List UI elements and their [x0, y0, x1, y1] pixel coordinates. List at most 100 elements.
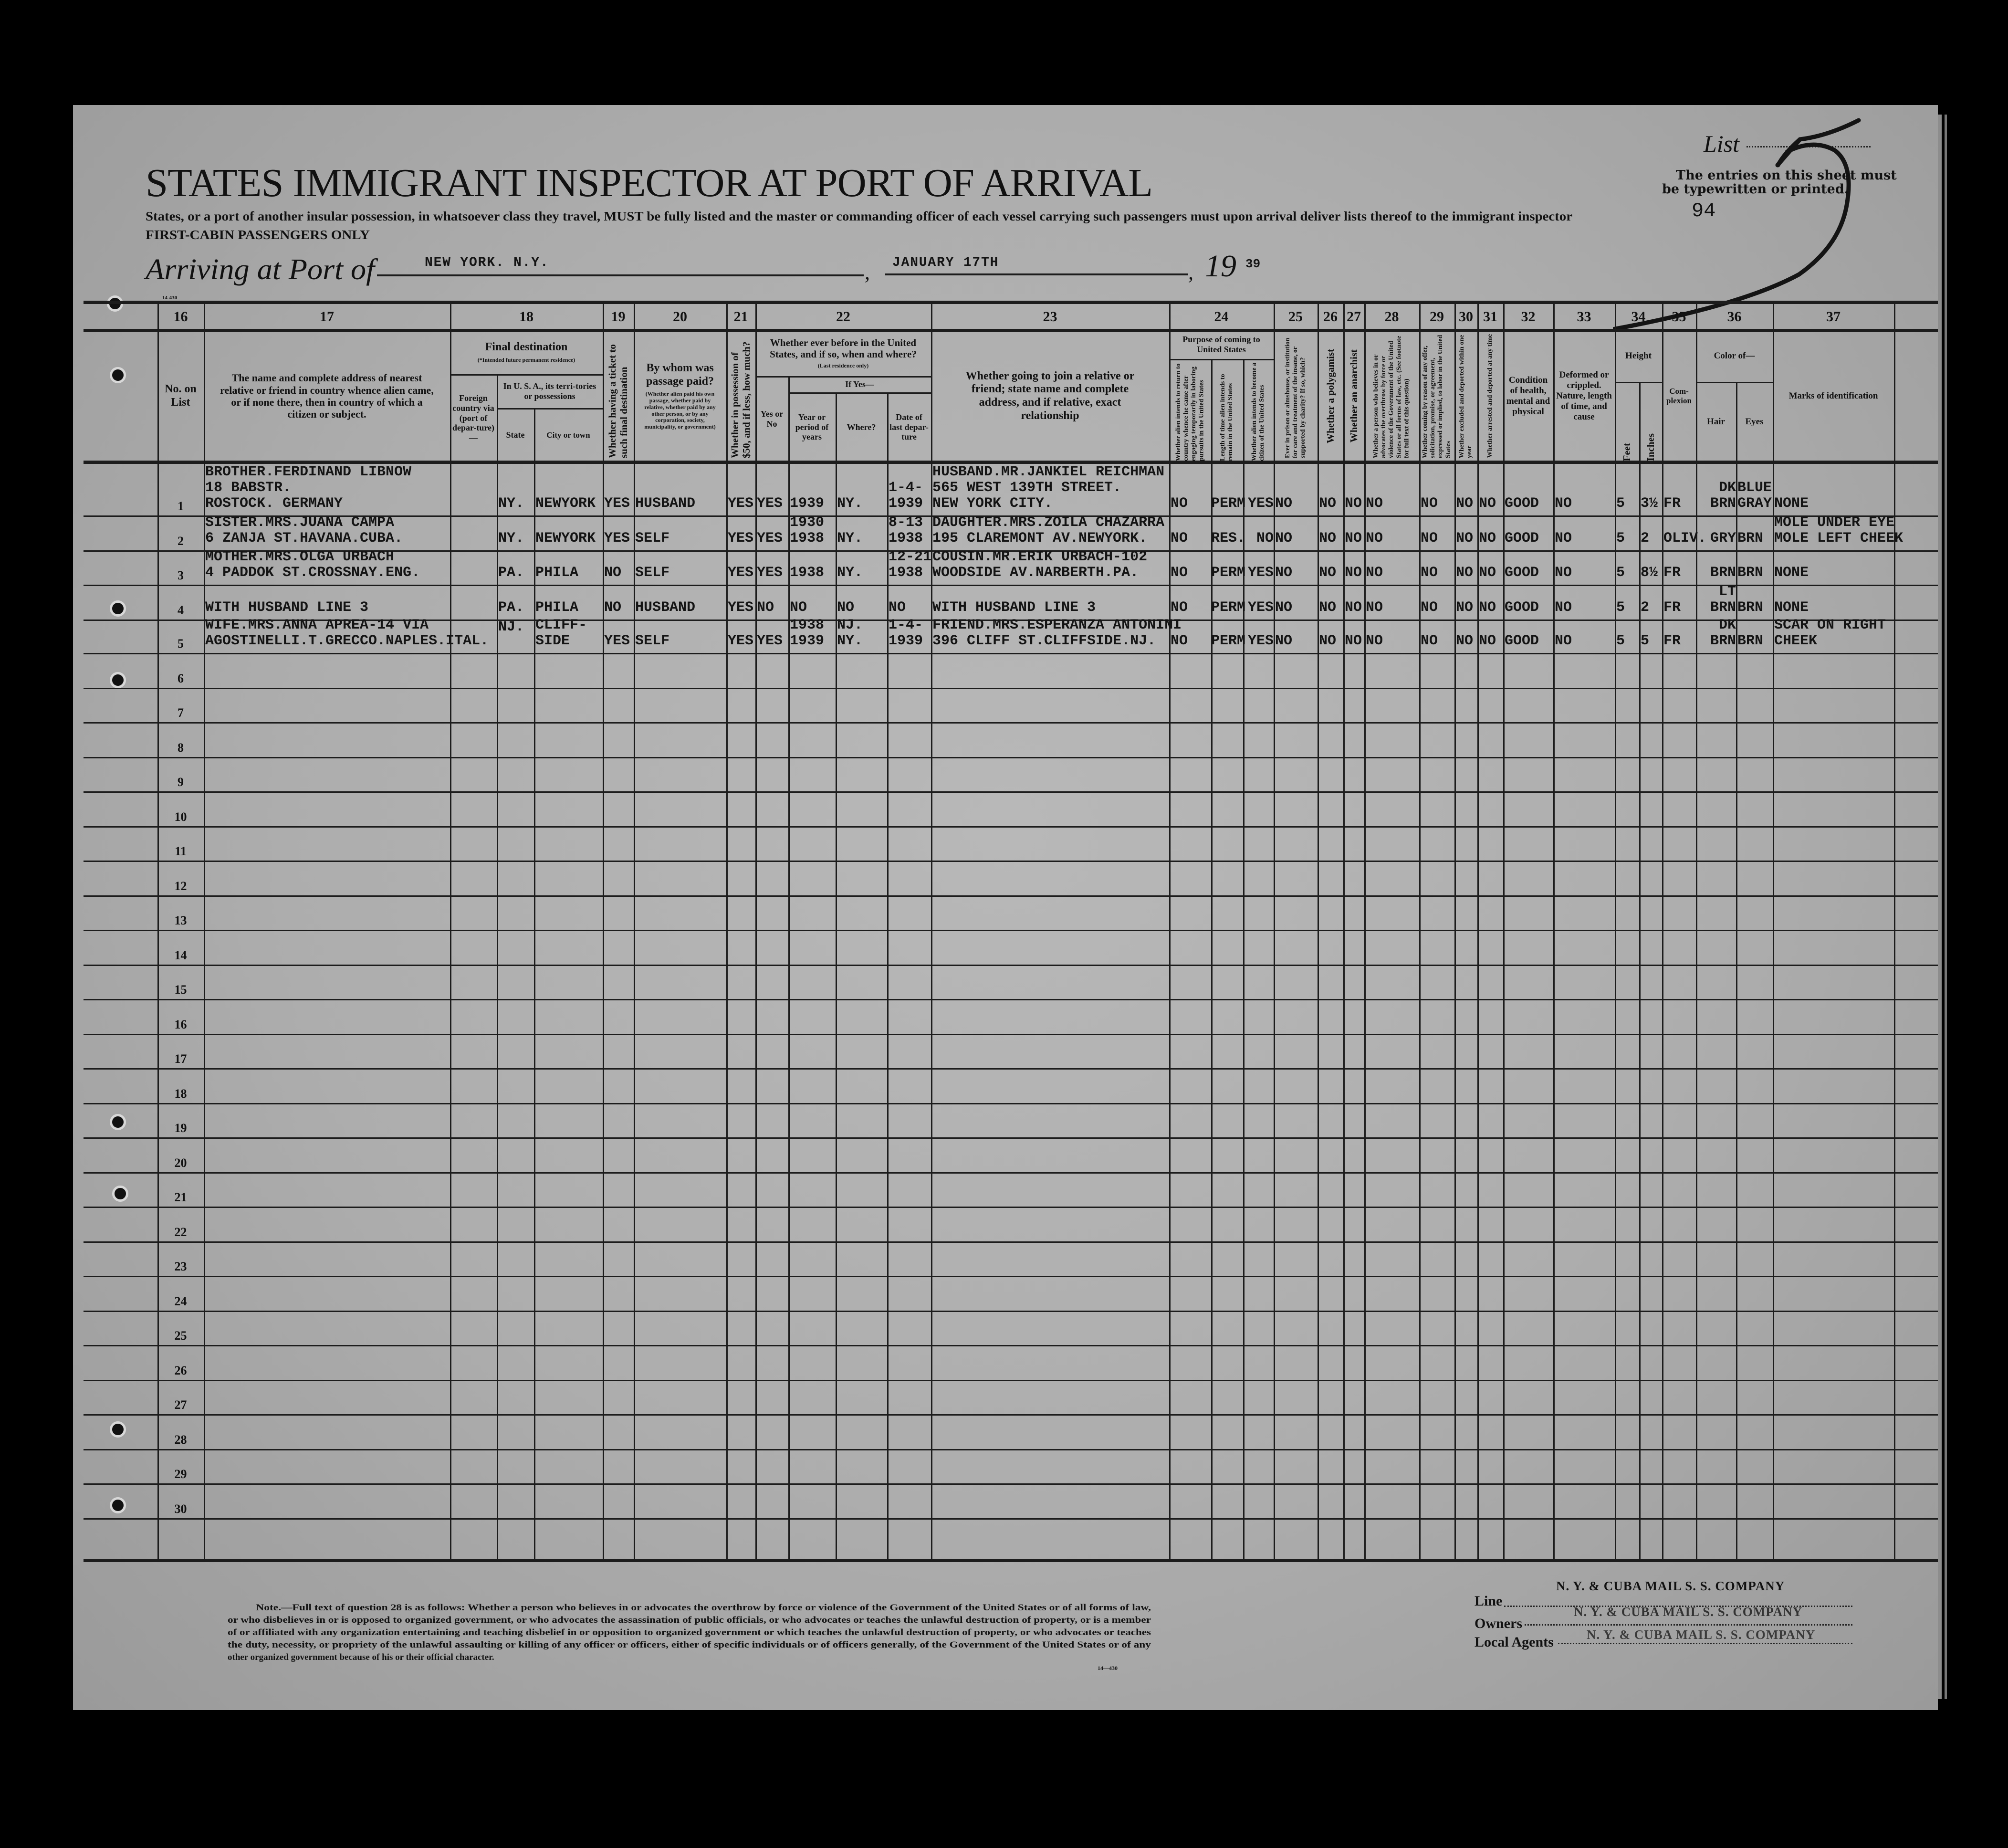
row-number: 4	[178, 603, 184, 617]
typed-entry: NO	[1171, 530, 1188, 546]
column-number: 17	[320, 309, 334, 325]
header-text: Ever in prison or almshouse, or institut…	[1284, 337, 1307, 458]
column-number: 18	[519, 309, 533, 325]
cell-anarchist: NO	[1343, 515, 1364, 550]
agents-dotted	[1558, 1643, 1852, 1644]
typed-entry: PA.	[498, 565, 524, 581]
header-text: No. on List	[165, 383, 197, 409]
row-number: 19	[174, 1121, 187, 1135]
header-marks: Marks of identification	[1773, 330, 1894, 462]
header-joining: Whether going to join a relative or frie…	[931, 330, 1169, 462]
agents-value: N. Y. & CUBA MAIL S. S. COMPANY	[1587, 1628, 1816, 1642]
typed-entry: OLIV.	[1663, 530, 1707, 546]
cell-state: NJ.	[497, 620, 534, 653]
typed-entry: 3½	[1641, 495, 1658, 512]
binder-hole	[112, 1186, 128, 1202]
header-excluded: Whether excluded and deported within one…	[1454, 330, 1477, 462]
cell-length-of-stay: PERM	[1211, 550, 1245, 585]
column-rule	[1477, 302, 1479, 1560]
typed-entry: NO	[837, 599, 855, 616]
typed-entry: NEWYORK	[535, 495, 596, 512]
cell-deformed: NO	[1553, 462, 1615, 515]
cell-city: NEWYORK	[534, 462, 603, 515]
row-number: 9	[178, 775, 184, 789]
cell-last-departure: NO	[887, 585, 931, 620]
row-number: 7	[178, 706, 184, 720]
row-rule	[84, 1414, 1938, 1416]
date-value: JANUARY 17TH	[892, 255, 999, 270]
header-yes-no: Yes or No	[755, 376, 788, 462]
table-rule	[84, 301, 1938, 304]
typed-entry: NO	[1479, 565, 1496, 581]
header-text: The name and complete address of nearest…	[220, 372, 434, 420]
header-text: Whether going to join a relative or frie…	[965, 369, 1135, 422]
typed-entry: 8½	[1641, 565, 1658, 581]
typed-entry: NO	[1479, 599, 1496, 616]
cell-where: NY.	[836, 550, 887, 585]
typed-entry: GOOD	[1505, 633, 1539, 649]
row-rule	[84, 550, 1938, 552]
header-text: Whether arrested and deported at any tim…	[1486, 334, 1494, 458]
row-number: 13	[174, 914, 187, 927]
row-number: 20	[174, 1155, 187, 1170]
cell-eyes: BRN	[1736, 585, 1773, 620]
cell-hair: DK BRN	[1696, 462, 1736, 515]
row-rule	[84, 861, 1938, 862]
cell-where: NO	[836, 585, 887, 620]
binder-hole	[110, 1114, 126, 1130]
typed-entry: NO	[1319, 599, 1337, 616]
typed-entry: GOOD	[1505, 599, 1539, 616]
cell-joining: FRIEND.MRS.ESPERANZA ANTONINI 396 CLIFF S…	[931, 618, 1182, 653]
header-text: Feet	[1621, 442, 1633, 461]
cell-purpose-return: NO	[1169, 462, 1211, 515]
cell-hair: GRY	[1696, 515, 1736, 550]
column-number: 29	[1430, 309, 1444, 325]
row-number: 29	[174, 1467, 187, 1481]
typed-entry: NO	[604, 565, 622, 581]
typed-entry: NO	[1171, 565, 1188, 581]
header-text: Whether an anarchist	[1348, 349, 1360, 443]
cell-polygamist: NO	[1318, 585, 1343, 620]
column-rule	[1662, 302, 1663, 1560]
column-subrule	[1211, 359, 1213, 1560]
typed-entry: FR	[1663, 599, 1681, 616]
typed-entry: YES	[1247, 599, 1274, 616]
typed-entry: 5	[1616, 633, 1625, 649]
cell-length-of-stay: PERM	[1211, 585, 1245, 620]
header-note: (*Intended future permanent residence)	[477, 356, 575, 363]
header-if-yes: If Yes—	[788, 376, 931, 392]
column-rule	[1343, 302, 1345, 1560]
column-rule	[726, 302, 728, 1560]
typed-entry: SELF	[635, 530, 670, 546]
typed-entry: 5	[1641, 633, 1650, 649]
typed-entry: GRY	[1710, 530, 1736, 546]
header-text: Purpose of coming to United States	[1182, 335, 1260, 354]
header-text: Year or period of years	[795, 412, 829, 442]
typed-entry: NO	[1319, 495, 1337, 512]
arriving-label: Arriving at Port of	[146, 253, 375, 286]
typed-entry: NO	[1256, 530, 1274, 546]
typed-entry: 565 WEST 139TH STREET.	[932, 480, 1122, 496]
typed-entry: 1-4-	[889, 480, 923, 496]
row-number: 23	[174, 1260, 187, 1273]
typed-entry: NY.	[837, 565, 863, 581]
header-height: Height	[1615, 330, 1662, 382]
header-text: City or town	[546, 430, 590, 440]
cell-last-departure: 12-21 1938	[887, 549, 931, 585]
typed-entry: DK	[1718, 480, 1736, 496]
entries-note-2: be typewritten or printed.	[1662, 182, 1849, 197]
typed-entry: SCAR ON RIGHT	[1774, 617, 1886, 633]
column-number: 28	[1384, 309, 1399, 325]
typed-entry: YES	[757, 565, 783, 581]
typed-entry: DAUGHTER.MRS.ZOILA CHAZARRA	[932, 514, 1165, 531]
row-rule	[84, 826, 1938, 828]
row-rule	[84, 1137, 1938, 1139]
header-anarchist: Whether an anarchist	[1343, 330, 1364, 462]
column-number: 16	[173, 309, 188, 325]
typed-entry: NO	[1366, 599, 1383, 616]
typed-entry: RES.	[1211, 530, 1246, 546]
header-subrule	[1615, 382, 1662, 383]
header-subrule	[497, 408, 603, 410]
footnote-line: or who disbelieves in or is opposed to o…	[228, 1615, 1151, 1625]
cell-excluded: NO	[1454, 620, 1477, 653]
